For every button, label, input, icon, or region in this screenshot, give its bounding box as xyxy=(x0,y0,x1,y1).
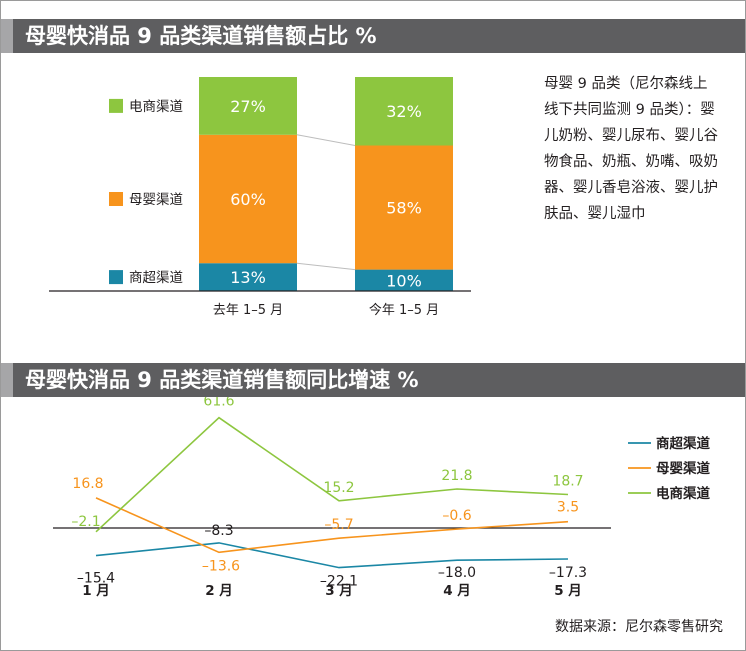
legend-label: 母婴渠道 xyxy=(129,192,183,208)
growth-title-bar: 母婴快消品 9 品类渠道销售额同比增速 % xyxy=(1,363,745,397)
bar-value-label: 10% xyxy=(386,271,422,290)
data-label: –17.3 xyxy=(549,565,587,581)
legend-label: 电商渠道 xyxy=(656,485,710,502)
data-label: –8.3 xyxy=(204,523,233,539)
data-label: –18.0 xyxy=(438,565,476,581)
data-label: –15.4 xyxy=(77,571,115,587)
legend-label: 电商渠道 xyxy=(129,99,183,115)
x-tick-label: 1 月 xyxy=(82,583,110,599)
data-label: 3.5 xyxy=(557,500,579,516)
data-label: –22.1 xyxy=(320,574,358,590)
data-label: 16.8 xyxy=(72,476,103,492)
legend-label: 商超渠道 xyxy=(129,270,183,286)
x-tick-label: 4 月 xyxy=(443,583,471,599)
segment-connector xyxy=(296,134,356,146)
bar-segment xyxy=(199,263,297,291)
segment-connector xyxy=(296,262,356,271)
legend-label: 商超渠道 xyxy=(656,435,710,452)
x-tick-label: 2 月 xyxy=(205,583,233,599)
data-label: –13.6 xyxy=(202,558,240,574)
data-label: 21.8 xyxy=(441,468,472,484)
data-label: 15.2 xyxy=(323,480,354,496)
legend-swatch xyxy=(109,192,123,206)
data-label: –0.6 xyxy=(442,508,471,524)
bar-value-label: 60% xyxy=(230,190,266,209)
share-stacked-bar-chart: 13% 60% 27% 去年 1–5 月 10% 58% 32% 今年 1–5 月 电商渠道母婴… xyxy=(49,77,471,318)
bar-segment xyxy=(355,145,453,270)
title-accent xyxy=(1,19,13,53)
series-line xyxy=(95,416,569,533)
data-label: –2.1 xyxy=(71,514,100,530)
title-accent xyxy=(1,363,13,397)
bar-value-label: 32% xyxy=(386,102,422,121)
growth-line-chart: 1 月 2 月 3 月 4 月 5 月 –15.4 –8.3 –22.1 –18.0 –17.3 1… xyxy=(53,397,710,599)
share-title-bar: 母婴快消品 9 品类渠道销售额占比 % xyxy=(1,19,745,53)
data-label: 18.7 xyxy=(552,474,583,490)
x-tick-label: 去年 1–5 月 xyxy=(213,303,283,318)
legend-swatch xyxy=(109,270,123,285)
series-line xyxy=(95,497,569,554)
bar-value-label: 13% xyxy=(230,268,266,287)
x-tick-label: 5 月 xyxy=(554,583,582,599)
bar-segment xyxy=(199,77,297,135)
x-tick-label: 今年 1–5 月 xyxy=(369,302,439,318)
bar-segment xyxy=(355,269,453,291)
series-line xyxy=(95,542,569,569)
category-note: 母婴 9 品类（尼尔森线上线下共同监测 9 品类）：婴儿奶粉、婴儿尿布、婴儿谷物… xyxy=(544,76,718,222)
legend-swatch xyxy=(109,98,123,113)
bar-value-label: 58% xyxy=(386,199,422,218)
data-source: 数据来源：尼尔森零售研究 xyxy=(555,619,723,635)
bar-segment xyxy=(199,134,297,264)
x-tick-label: 3 月 xyxy=(325,583,353,599)
data-label: –5.7 xyxy=(324,517,353,533)
bar-value-label: 27% xyxy=(230,97,266,116)
bar-segment xyxy=(355,77,453,146)
legend-label: 母婴渠道 xyxy=(656,460,710,477)
share-chart-title: 母婴快消品 9 品类渠道销售额占比 % xyxy=(25,24,377,48)
growth-chart-title: 母婴快消品 9 品类渠道销售额同比增速 % xyxy=(25,368,419,392)
data-label: 61.6 xyxy=(203,397,234,410)
